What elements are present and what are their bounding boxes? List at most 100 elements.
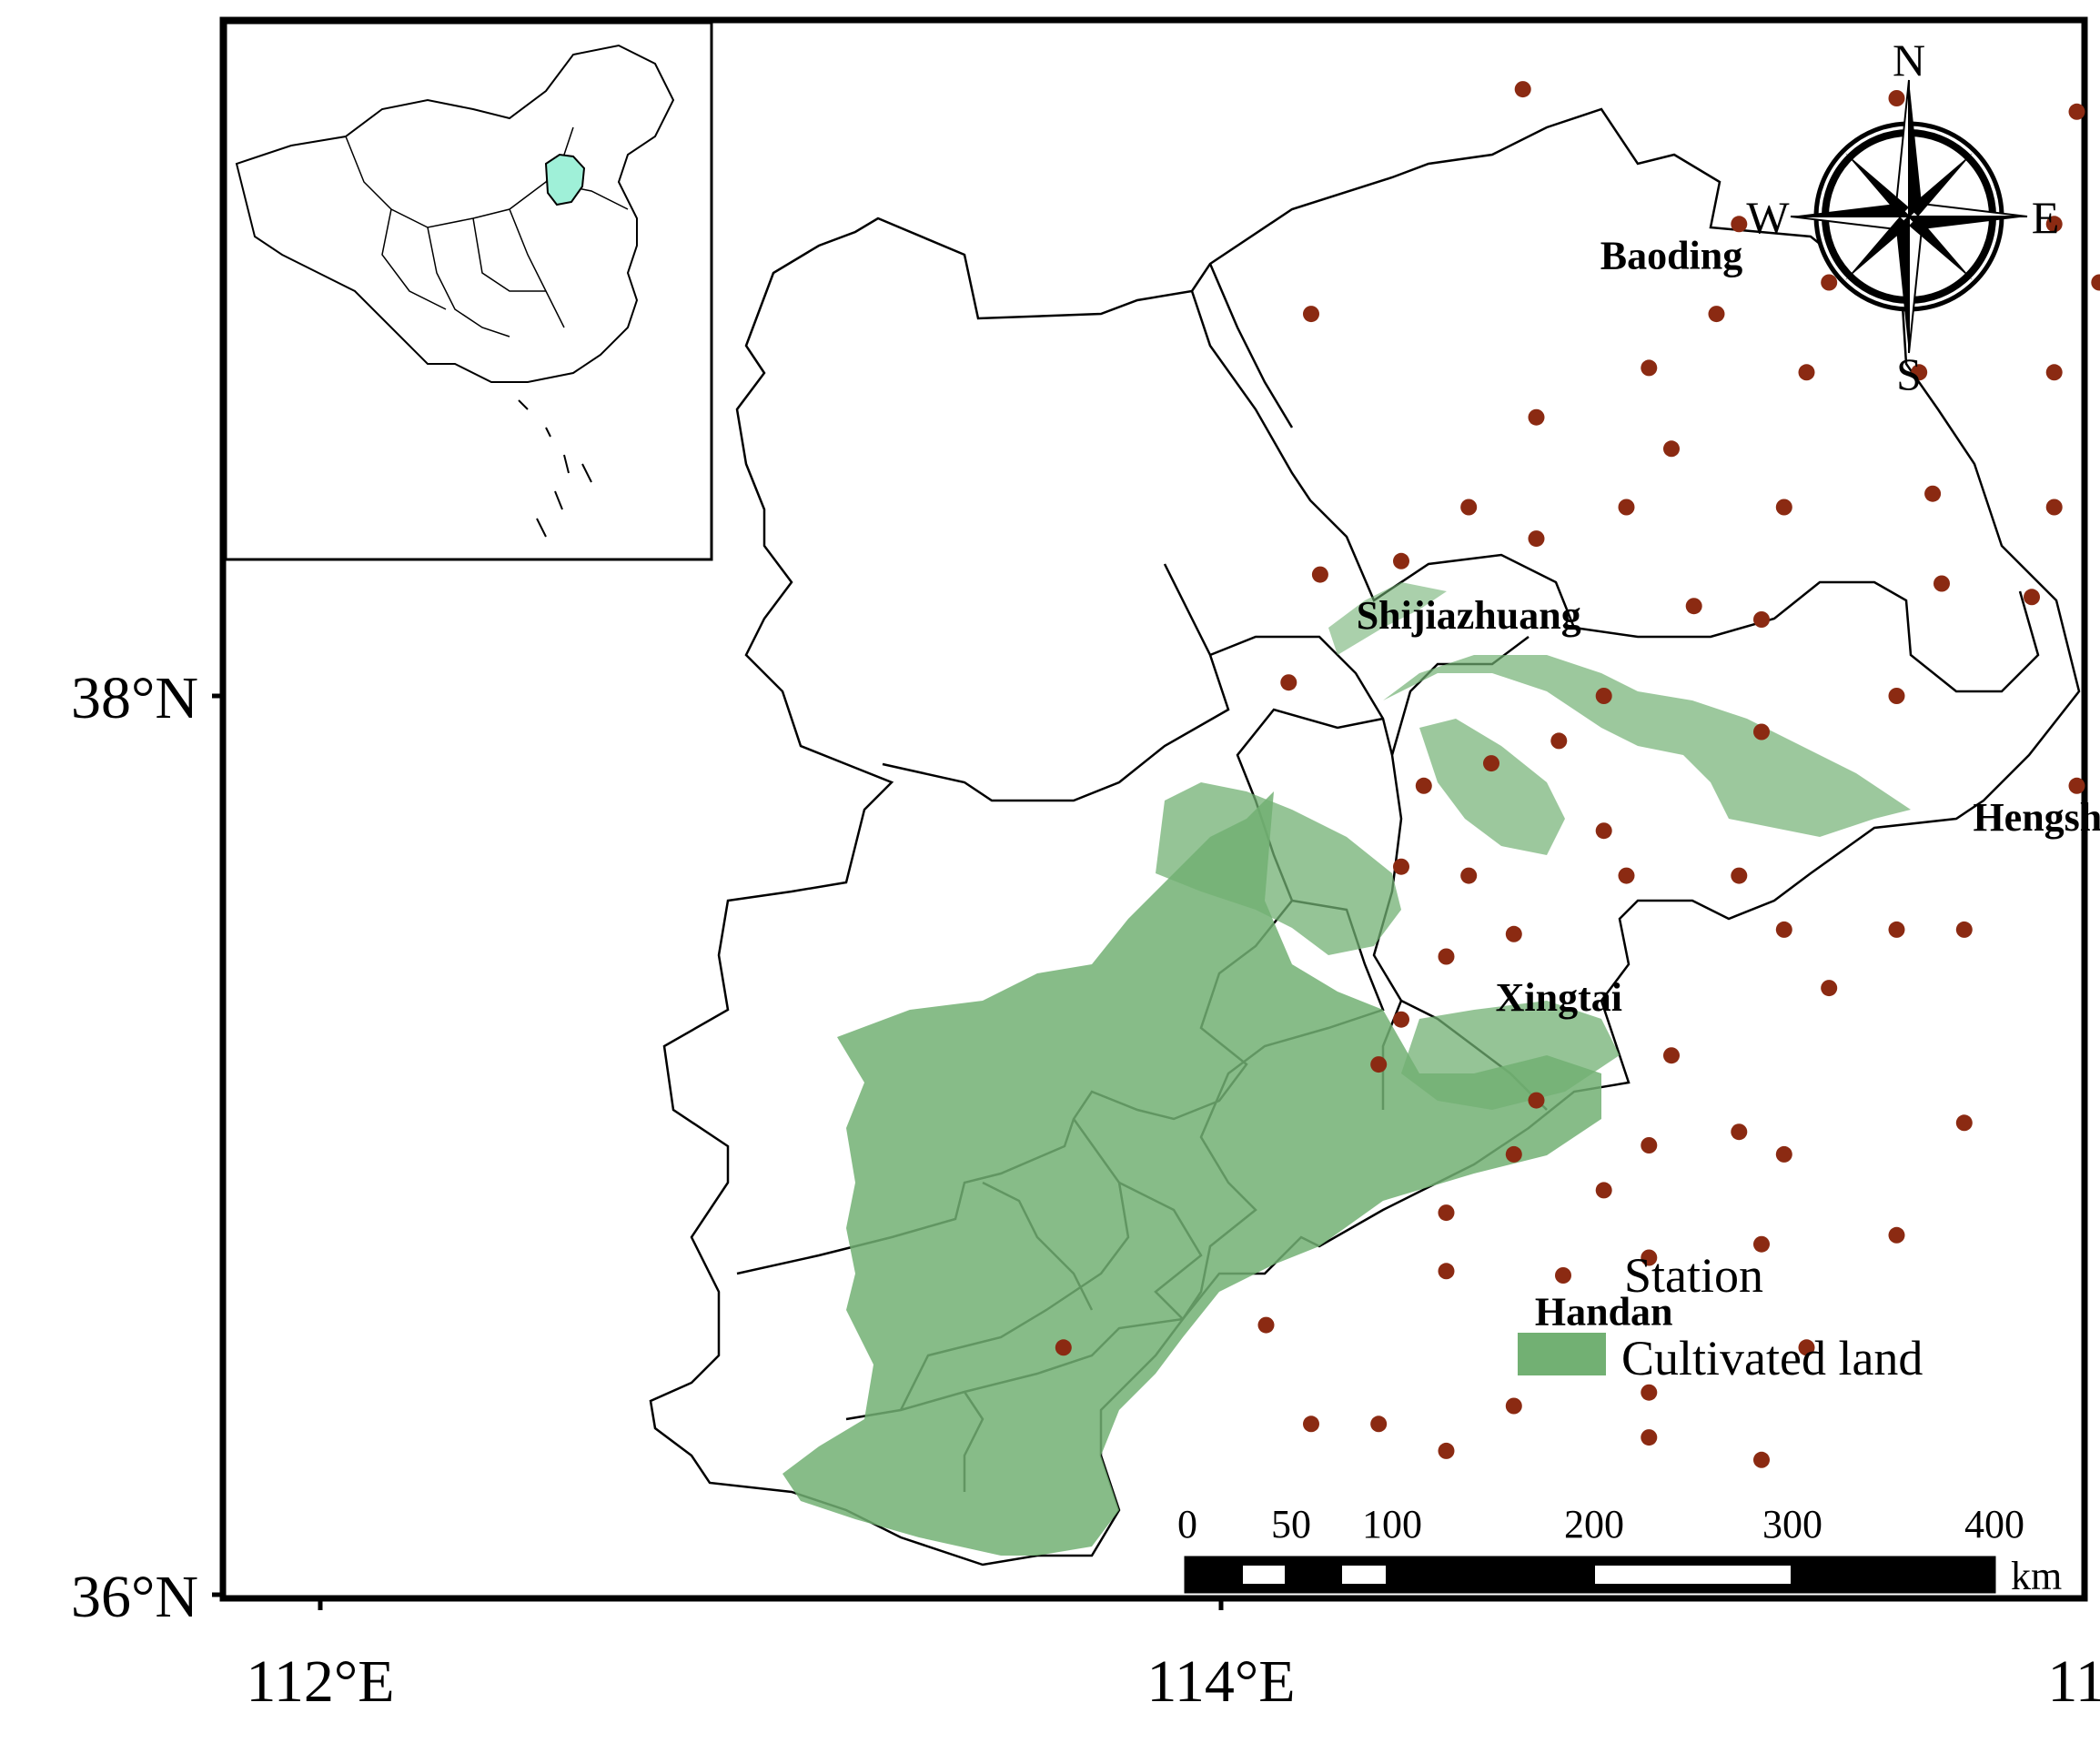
city-label-xingtai: Xingtai bbox=[1496, 975, 1622, 1020]
station-point bbox=[1257, 1316, 1275, 1334]
station-point bbox=[1821, 274, 1838, 291]
station-point bbox=[1955, 921, 1973, 938]
cultivated-land-south bbox=[782, 791, 1601, 1556]
compass-point-se bbox=[1909, 217, 1973, 280]
station-point bbox=[1753, 1451, 1770, 1468]
compass-point-s-dark bbox=[1896, 217, 1909, 353]
station-point bbox=[2045, 216, 2063, 233]
compass-point-n-dark bbox=[1909, 80, 1922, 217]
station-point bbox=[1821, 980, 1838, 997]
station-point bbox=[1775, 499, 1792, 516]
scale-bar-base bbox=[1184, 1556, 1996, 1594]
lon-label: 116°E bbox=[2047, 1648, 2100, 1715]
legend-cultivated-label: Cultivated land bbox=[1621, 1331, 1923, 1385]
station-point bbox=[1370, 1056, 1388, 1073]
city-label-baoding: Baoding bbox=[1600, 234, 1743, 278]
station-point bbox=[1641, 1384, 1658, 1401]
station-point bbox=[1753, 723, 1770, 740]
station-point bbox=[1595, 688, 1612, 704]
station-point bbox=[1731, 867, 1748, 884]
station-point bbox=[1888, 1226, 1905, 1244]
station-point bbox=[1888, 688, 1905, 704]
station-point bbox=[1955, 1114, 1973, 1132]
cultivated-land-tianjin bbox=[1419, 719, 1565, 855]
station-point bbox=[1505, 1145, 1522, 1163]
scale-unit: km bbox=[2011, 1554, 2062, 1598]
station-point bbox=[1888, 921, 1905, 938]
station-point bbox=[1798, 364, 1815, 381]
compass-point-nw bbox=[1845, 153, 1909, 217]
station-point bbox=[1528, 1092, 1545, 1109]
station-point bbox=[1303, 306, 1319, 323]
station-point bbox=[1708, 306, 1725, 323]
station-point bbox=[1595, 822, 1612, 840]
scale-bar: 0 50 100 200 300 400 km bbox=[1177, 1502, 2062, 1598]
compass-point-e-dark bbox=[1909, 217, 2027, 229]
compass-point-w-dark bbox=[1791, 204, 1909, 217]
lat-label: 38°N bbox=[71, 665, 198, 731]
station-point bbox=[1685, 598, 1702, 615]
station-point bbox=[1641, 1249, 1658, 1266]
station-point bbox=[1438, 1263, 1455, 1280]
station-point bbox=[2045, 499, 2063, 516]
station-point bbox=[1888, 90, 1905, 106]
station-point bbox=[1663, 1047, 1680, 1064]
cultivated-land-cangzhou bbox=[1401, 1001, 1620, 1110]
station-point bbox=[2091, 274, 2100, 291]
station-point bbox=[1618, 867, 1635, 884]
station-point bbox=[1595, 1182, 1612, 1199]
legend-station-symbol bbox=[1555, 1267, 1571, 1284]
station-point bbox=[2068, 777, 2085, 794]
cultivated-land-central bbox=[1156, 782, 1401, 955]
city-labels: ZhangjiakouChengdeBeijingQinhuangdaoTang… bbox=[1357, 234, 2100, 1335]
scale-bar-segment-3 bbox=[1595, 1566, 1791, 1584]
legend-cultivated-symbol bbox=[1518, 1333, 1606, 1375]
station-point bbox=[1280, 674, 1297, 691]
cultivated-land bbox=[782, 582, 1911, 1556]
scale-bar-segment-2 bbox=[1342, 1566, 1386, 1584]
station-point bbox=[1753, 1235, 1770, 1253]
station-point bbox=[1618, 499, 1635, 516]
station-point bbox=[2045, 364, 2063, 381]
station-point bbox=[1460, 499, 1478, 516]
station-point bbox=[1438, 1442, 1455, 1459]
station-point bbox=[1911, 364, 1928, 381]
station-point bbox=[1505, 925, 1522, 942]
compass-e-label: E bbox=[2032, 192, 2060, 243]
city-label-shijiazhuang: Shijiazhuang bbox=[1357, 593, 1581, 638]
stations-layer bbox=[1055, 81, 2100, 1468]
station-point bbox=[1528, 408, 1545, 426]
station-point bbox=[1303, 1415, 1319, 1433]
inset-china-outline bbox=[235, 44, 675, 383]
lat-label: 36°N bbox=[71, 1564, 198, 1630]
scale-tick-400: 400 bbox=[1964, 1502, 2024, 1546]
station-point bbox=[1483, 755, 1499, 772]
station-point bbox=[1460, 867, 1478, 884]
legend-station-label: Station bbox=[1624, 1248, 1763, 1303]
station-point bbox=[1641, 1429, 1658, 1446]
lon-label: 114°E bbox=[1146, 1648, 1295, 1715]
station-point bbox=[2068, 103, 2085, 120]
station-point bbox=[1528, 530, 1545, 548]
compass-w-label: W bbox=[1746, 192, 1790, 243]
inset-map bbox=[224, 21, 713, 561]
scale-bar-segment-1 bbox=[1243, 1566, 1285, 1584]
station-point bbox=[1731, 1123, 1748, 1141]
station-point bbox=[2024, 589, 2040, 606]
station-point bbox=[1641, 359, 1658, 377]
station-point bbox=[1775, 1145, 1792, 1163]
legend: Station Cultivated land bbox=[1518, 1248, 1923, 1385]
compass-rose: N S E W bbox=[1746, 35, 2059, 399]
cultivated-land-northeast bbox=[1383, 655, 1911, 837]
compass-point-ne bbox=[1909, 153, 1973, 217]
station-point bbox=[1505, 1397, 1522, 1415]
station-point bbox=[1663, 440, 1680, 458]
city-label-hengshui: Hengshui bbox=[1973, 795, 2100, 840]
city-label-handan: Handan bbox=[1535, 1290, 1673, 1335]
station-point bbox=[1775, 921, 1792, 938]
cultivated-land-beijing bbox=[1328, 582, 1447, 655]
station-point bbox=[1393, 858, 1409, 875]
lon-label: 112°E bbox=[246, 1648, 394, 1715]
